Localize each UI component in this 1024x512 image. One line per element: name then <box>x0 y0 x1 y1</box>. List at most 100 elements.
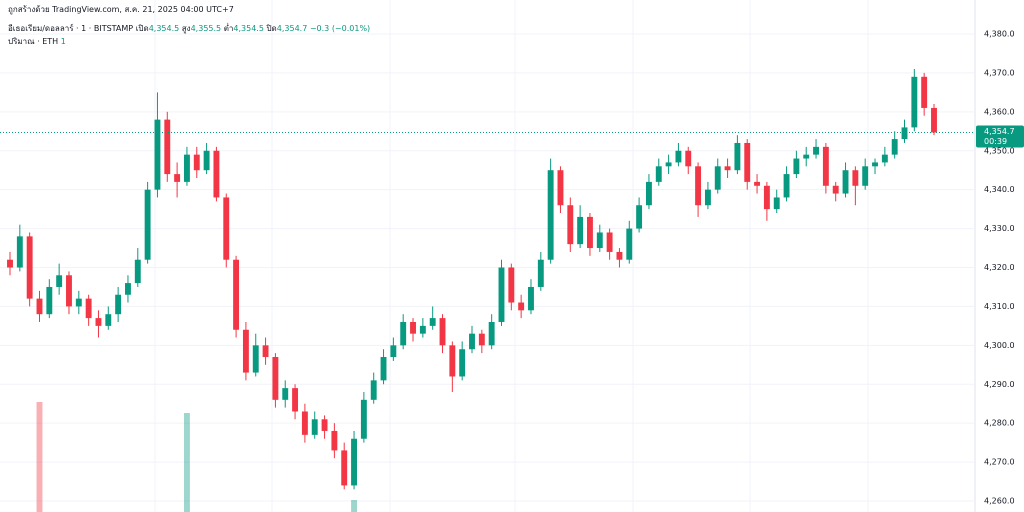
candle-body <box>655 166 662 182</box>
y-tick-label: 4,370.0 <box>984 68 1015 77</box>
vertical-grid <box>154 0 869 512</box>
candle-body <box>380 357 387 381</box>
candle-body <box>16 236 23 268</box>
candle-body <box>410 321 416 334</box>
y-tick-label: 4,340.0 <box>984 185 1015 194</box>
candle-body <box>872 162 878 167</box>
low: 4,354.5 <box>233 24 264 33</box>
candle-body <box>301 411 308 435</box>
candle-body <box>46 286 53 315</box>
y-tick-label: 4,310.0 <box>984 302 1015 311</box>
y-tick-label: 4,380.0 <box>984 30 1015 39</box>
candle-body <box>911 76 918 128</box>
candle-body <box>311 419 318 435</box>
volume-label: ปริมาณ · ETH <box>8 37 59 46</box>
candle-body <box>636 205 643 229</box>
candle-body <box>164 119 171 175</box>
candle-body <box>577 216 584 245</box>
candle-body <box>587 216 593 249</box>
volume-bar <box>183 413 190 512</box>
candle-body <box>233 259 240 330</box>
candle-body <box>272 357 279 400</box>
candle-body <box>439 318 446 346</box>
candle-body <box>547 170 554 260</box>
candle-body <box>813 146 819 155</box>
symbol: อีเธอเรียม/ดอลลาร์ · 1 · BITSTAMP <box>8 24 134 33</box>
candle-body <box>429 318 436 326</box>
candle-body <box>321 419 328 431</box>
candle-body <box>665 162 672 167</box>
y-tick-label: 4,350.0 <box>984 146 1015 155</box>
candle-body <box>36 298 43 315</box>
candle-body <box>105 314 112 326</box>
low-label: ต่ำ <box>223 24 234 33</box>
candle-body <box>498 267 505 322</box>
volume-bar <box>36 402 43 512</box>
y-tick-label: 4,280.0 <box>984 419 1015 428</box>
candle-body <box>822 146 829 186</box>
candle-body <box>478 333 485 346</box>
candle-body <box>390 345 397 358</box>
candle-body <box>56 275 63 287</box>
candle-body <box>242 329 249 373</box>
candle-body <box>931 107 937 133</box>
candle-body <box>528 286 534 311</box>
candle-body <box>842 170 849 194</box>
candle-body <box>763 185 770 210</box>
candle-body <box>921 76 928 108</box>
candle-body <box>685 150 692 167</box>
candle-body <box>351 438 357 486</box>
candle-body <box>252 345 259 373</box>
y-tick-label: 4,290.0 <box>984 380 1015 389</box>
candle-body <box>115 294 122 315</box>
candle-body <box>744 142 751 182</box>
candle-body <box>7 259 13 268</box>
candle-body <box>606 232 613 252</box>
candle-body <box>557 170 564 206</box>
candle-body <box>773 197 780 210</box>
change: −0.3 (−0.01%) <box>309 24 371 33</box>
volume-value: 1 <box>60 37 66 46</box>
candle-body <box>174 174 181 182</box>
candle-body <box>734 142 741 171</box>
y-tick-label: 4,320.0 <box>984 263 1015 272</box>
candle-body <box>282 388 289 400</box>
credit: ถูกสร้างด้วย TradingView.com, ส.ค. 21, 2… <box>8 5 234 14</box>
candle-body <box>203 150 210 171</box>
candle-body <box>626 228 633 260</box>
candle-body <box>862 166 869 186</box>
candle-body <box>419 325 426 334</box>
candle-body <box>193 154 200 171</box>
candle-body <box>223 197 230 260</box>
candle-body <box>891 139 898 155</box>
volume-legend: ปริมาณ · ETH 1 <box>8 35 66 48</box>
candle-body <box>292 388 299 412</box>
high: 4,355.5 <box>190 24 222 33</box>
candle-body <box>262 345 269 358</box>
candle-body <box>66 275 72 307</box>
candle-body <box>803 154 810 159</box>
candle-body <box>704 189 711 206</box>
last-price-label: 4,354.7 <box>984 127 1015 136</box>
candle-body <box>341 450 348 486</box>
candle-body <box>901 127 908 140</box>
candle-body <box>832 185 839 194</box>
candle-body <box>134 259 141 284</box>
candle-body <box>154 119 161 190</box>
y-tick-label: 4,300.0 <box>984 341 1015 350</box>
candle-body <box>85 298 92 319</box>
candle-body <box>360 399 367 439</box>
candle-body <box>567 205 574 245</box>
candle-body <box>852 170 859 186</box>
candle-body <box>75 298 82 307</box>
candle-body <box>400 321 407 346</box>
candle-body <box>26 236 33 299</box>
candle-body <box>695 166 702 206</box>
y-tick-label: 4,270.0 <box>984 458 1015 467</box>
open: 4,354.5 <box>148 24 180 33</box>
high-label: สูง <box>181 24 191 33</box>
candle-body <box>183 154 190 182</box>
open-label: เปิด <box>135 24 149 33</box>
